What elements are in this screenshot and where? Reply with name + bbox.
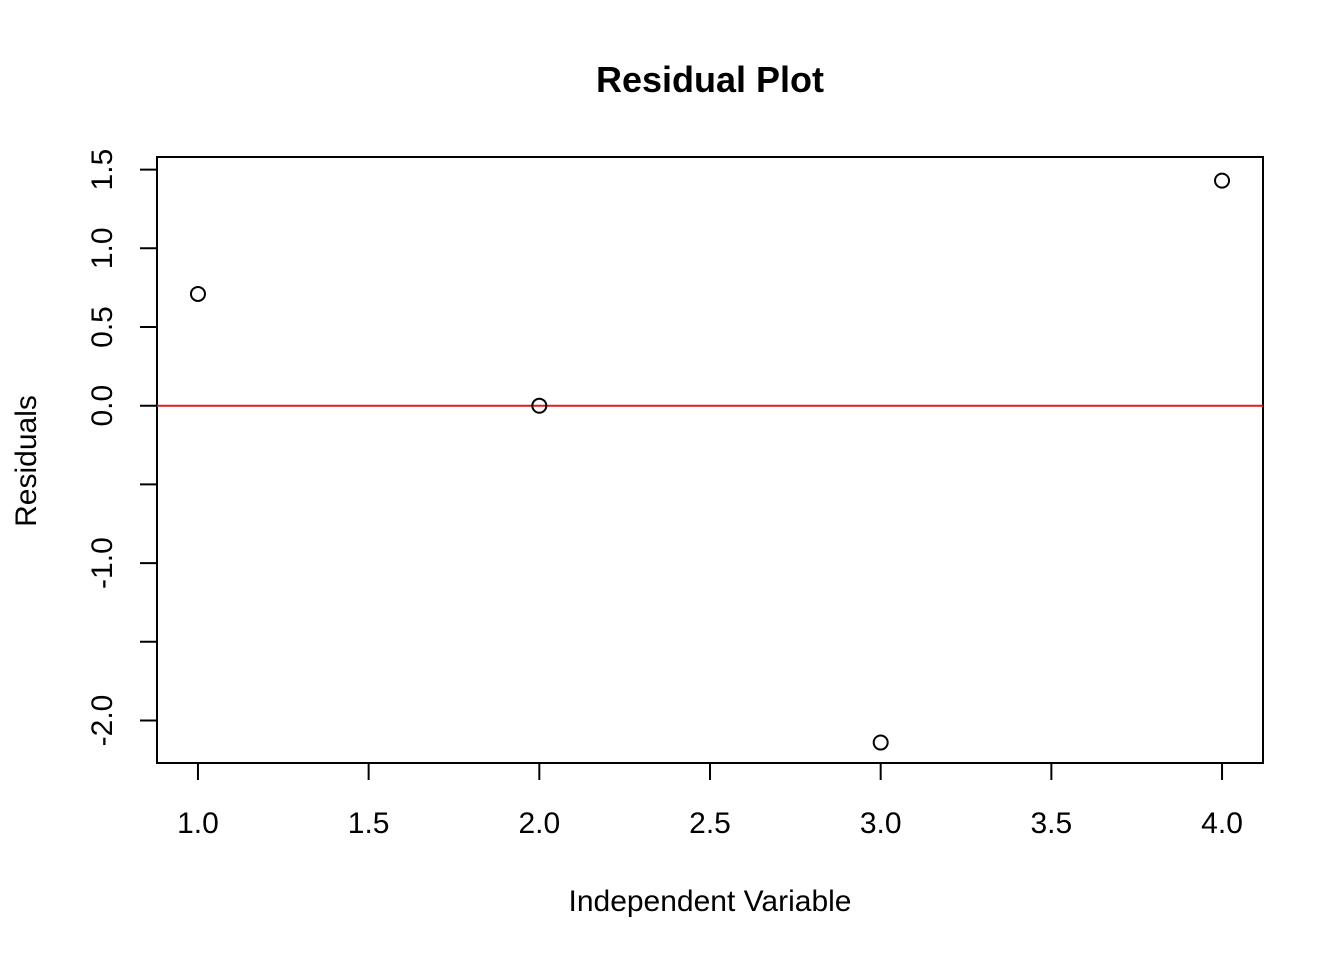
- plot-area: 1.0 1.5 2.0 2.5 3.0 3.5 4.0 -2.0 -1.0 0.0 0.5 1.0 1.…: [86, 149, 1264, 840]
- y-tick-label: 1.5: [86, 149, 119, 191]
- x-tick-label: 3.0: [860, 807, 902, 840]
- x-tick-label: 2.5: [689, 807, 731, 840]
- x-axis-label: Independent Variable: [568, 885, 851, 918]
- data-point: [1214, 172, 1231, 189]
- x-tick-label: 4.0: [1201, 807, 1243, 840]
- y-tick-label: -2.0: [86, 695, 119, 747]
- y-tick-label: 0.5: [86, 306, 119, 348]
- data-point: [872, 734, 889, 751]
- y-tick-label: -1.0: [86, 537, 119, 589]
- x-tick-label: 2.0: [518, 807, 560, 840]
- chart-title: Residual Plot: [596, 59, 824, 100]
- y-tick-label: 1.0: [86, 227, 119, 269]
- y-axis-label: Residuals: [10, 395, 43, 527]
- x-tick-label: 3.5: [1030, 807, 1072, 840]
- x-tick-label: 1.5: [348, 807, 390, 840]
- data-point: [531, 397, 548, 414]
- data-point: [189, 285, 206, 302]
- y-tick-label: 0.0: [86, 385, 119, 427]
- plot-frame: [156, 156, 1264, 764]
- x-tick-label: 1.0: [177, 807, 219, 840]
